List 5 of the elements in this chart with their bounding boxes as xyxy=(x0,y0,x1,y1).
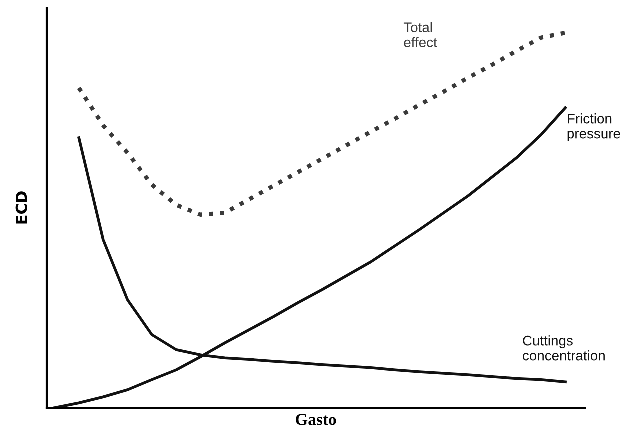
series-label: Cuttings concentration xyxy=(523,336,605,361)
x-axis-title: Gasto xyxy=(296,414,336,426)
text: Total effect xyxy=(404,22,438,48)
y-axis-title: ECD xyxy=(16,192,28,224)
series-label: Friction pressure xyxy=(568,114,620,142)
